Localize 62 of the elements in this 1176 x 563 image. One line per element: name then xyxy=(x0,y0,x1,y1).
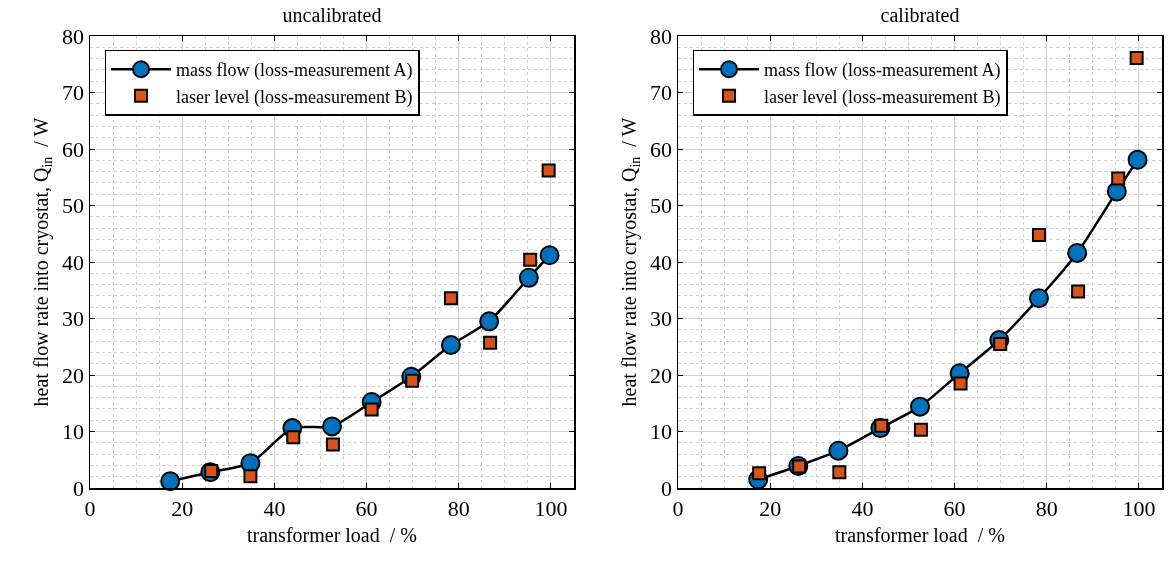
point xyxy=(243,469,258,484)
point xyxy=(1129,51,1144,66)
x-tick-label: 100 xyxy=(534,495,568,521)
y-tick-label: 80 xyxy=(650,23,673,49)
point xyxy=(1127,149,1148,170)
point xyxy=(953,376,968,391)
legend-label: laser level (loss-measurement B) xyxy=(176,86,413,108)
y-tick-label: 10 xyxy=(62,419,85,445)
point xyxy=(483,335,498,350)
y-tick-label: 70 xyxy=(650,80,673,106)
x-tick-label: 60 xyxy=(943,495,966,521)
point xyxy=(1031,227,1046,242)
y-tick-label: 40 xyxy=(650,249,673,275)
point xyxy=(160,471,181,492)
point xyxy=(479,311,500,332)
x-tick-label: 20 xyxy=(171,495,194,521)
y-tick-label: 10 xyxy=(650,419,673,445)
y-tick-label: 30 xyxy=(62,306,85,332)
y-tick-label: 30 xyxy=(650,306,673,332)
y-tick-label: 50 xyxy=(650,193,673,219)
point xyxy=(325,437,340,452)
point xyxy=(286,430,301,445)
point xyxy=(539,245,560,266)
y-tick-label: 0 xyxy=(73,475,85,501)
point xyxy=(322,416,342,437)
x-tick-label: 40 xyxy=(851,495,874,521)
point xyxy=(443,291,458,306)
y-tick-label: 70 xyxy=(62,80,85,106)
chart-title: uncalibrated xyxy=(282,4,382,27)
legend-label: mass flow (loss-measurement A) xyxy=(176,60,413,82)
point xyxy=(913,422,928,437)
point xyxy=(1071,284,1086,299)
point xyxy=(828,440,849,461)
point xyxy=(364,402,379,417)
y-tick-label: 50 xyxy=(62,193,85,219)
y-tick-label: 60 xyxy=(62,136,85,162)
x-tick-label: 100 xyxy=(1122,495,1156,521)
x-tick-label: 60 xyxy=(355,495,378,521)
y-tick-label: 0 xyxy=(661,475,673,501)
point xyxy=(518,267,539,288)
x-tick-label: 40 xyxy=(263,495,286,521)
x-tick-label: 80 xyxy=(1035,495,1058,521)
point xyxy=(910,396,930,417)
y-tick-label: 40 xyxy=(62,249,85,275)
x-axis-title: transformer load / % xyxy=(247,524,417,547)
x-tick-label: 80 xyxy=(447,495,470,521)
point xyxy=(1111,171,1126,186)
x-axis-title: transformer load / % xyxy=(835,524,1005,547)
point xyxy=(440,335,461,356)
point xyxy=(1028,288,1049,309)
point xyxy=(1067,242,1088,263)
legend-label: laser level (loss-measurement B) xyxy=(764,86,1001,108)
chart-title: calibrated xyxy=(880,4,960,27)
y-tick-label: 20 xyxy=(650,362,673,388)
x-tick-label: 20 xyxy=(759,495,782,521)
y-tick-label: 80 xyxy=(62,23,85,49)
y-tick-label: 60 xyxy=(650,136,673,162)
point xyxy=(541,163,556,178)
y-tick-label: 20 xyxy=(62,362,85,388)
point xyxy=(832,465,847,480)
point xyxy=(523,252,538,267)
legend-label: mass flow (loss-measurement A) xyxy=(764,60,1001,82)
